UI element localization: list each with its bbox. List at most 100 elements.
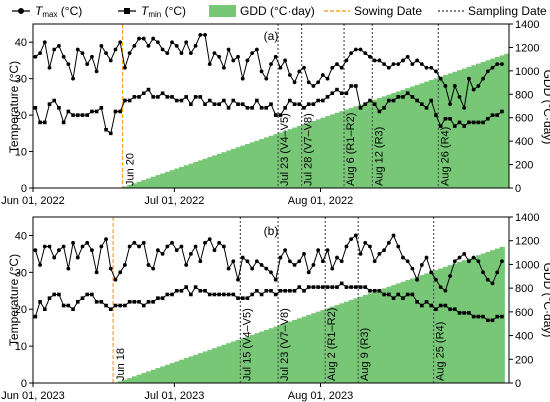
tmin-point [391,98,396,103]
gdd-bar [306,314,312,383]
tmax-point [391,62,396,66]
tmin-point [113,303,118,308]
gdd-bar [410,278,416,383]
gdd-bar [461,260,468,383]
tmax-point [127,51,132,56]
tmax-point [372,259,377,264]
tmin-point [471,314,476,319]
tmin-point [330,91,335,96]
gdd-bar [339,303,345,383]
gdd-bar [377,290,383,383]
gdd-bar [207,349,213,383]
gdd-bar [122,186,128,188]
tmin-point [66,303,71,308]
tmin-point [255,288,259,293]
tmax-point [476,259,481,264]
panel-b: Temperature (°C) GDD (°C·day) (b) Jun 18… [1,212,550,402]
tmax-point [368,54,372,59]
tmin-point [231,292,236,297]
tmax-point [85,62,90,66]
tmin-point [424,300,429,304]
tmax-point [170,40,174,45]
gdd-bar [457,70,463,188]
gdd-bar [188,356,194,383]
gdd-bar [329,114,336,188]
gdd-bar [193,354,199,383]
y-tick-label: 10 [15,147,27,159]
gdd-bar [414,276,421,383]
legend-item-tmin: Tmin (°C) [118,4,186,19]
gdd-bar [367,293,373,383]
gdd-bar [433,78,439,188]
sampling-date-label: Jul 15 (V4–V5) [241,308,253,381]
tmin-point [52,98,57,103]
x-tick-label: Jul 01, 2023 [144,390,204,402]
tmax-point [137,244,141,249]
tmin-point [467,120,471,125]
legend-tmax-label: Tmax (°C) [35,4,82,19]
sampling-date-label: Aug 12 (R3) [373,127,385,186]
gdd-bar [447,73,454,188]
gdd-bar [136,181,142,188]
gdd-bar [381,288,388,383]
tmin-point [485,116,490,121]
tmin-point [132,95,137,99]
gdd-bar [414,84,421,188]
gdd-bar [428,271,435,383]
tmax-point [113,47,118,52]
tmax-point [500,62,504,66]
tmin-point [467,311,471,315]
gdd-bar [424,81,430,188]
tmax-point [302,251,306,256]
tmax-point [467,76,471,81]
sampling-date-label: Aug 26 (R4) [439,127,451,186]
tmax-point [165,244,170,249]
tmin-point [184,285,188,289]
tmin-point [245,296,250,300]
gdd-bar [494,57,501,188]
tmax-point [188,51,193,56]
gdd-bar [410,86,416,188]
tmax-point [259,69,264,74]
tmin-point [500,314,504,319]
tmin-point [325,285,330,289]
gdd-bar [230,148,237,188]
gdd-bar [235,147,241,188]
tmax-point [302,65,306,70]
tmax-point [467,259,471,264]
tmax-point [236,277,240,282]
tmin-point [354,84,358,88]
tmax-point [415,58,419,63]
gdd-bar [278,324,284,383]
tmax-point [330,65,335,70]
tmax-point [273,277,278,282]
tmin-point [349,285,353,289]
gdd-bar [485,60,491,188]
gdd-bar [216,153,223,188]
tmin-point [108,131,113,136]
tmin-point [156,296,160,300]
gdd-bar [146,371,152,383]
tmax-point [108,58,113,63]
tmax-point [212,248,217,253]
tmax-point [33,54,38,59]
tmax-point [419,62,424,66]
gdd-bar [263,137,270,188]
gdd-bar [372,291,378,383]
tmin-point [273,292,278,297]
sampling-date-label: Jul 23 (V4–V5) [279,113,291,186]
tmin-point [453,124,457,128]
tmin-point [90,292,94,297]
tmax-point [104,51,108,56]
tmax-point [372,58,377,63]
tmin-point [174,98,179,103]
gdd-bar [212,155,218,188]
tmin-point [420,102,424,106]
tmax-point [481,270,485,275]
y-tick-label: 10 [15,341,27,353]
tmin-point [330,285,335,289]
tmin-point [471,120,476,125]
gdd-bar [344,109,350,188]
tmin-point [368,288,372,293]
